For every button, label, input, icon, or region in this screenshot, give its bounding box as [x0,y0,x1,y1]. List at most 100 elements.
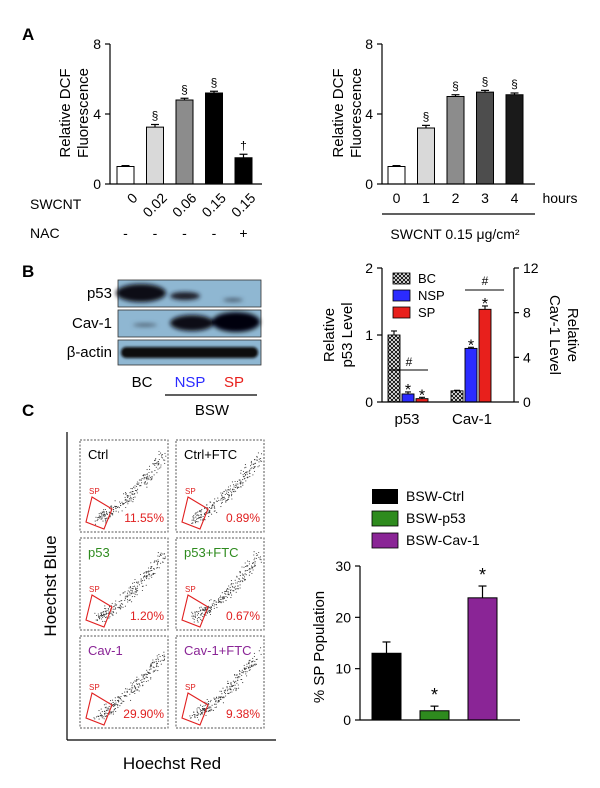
flow-dot [99,517,101,519]
flow-dot [252,566,254,568]
flow-dot [235,490,237,492]
flow-dot [231,498,233,500]
flow-dot [232,583,234,585]
flow-dot [115,506,118,508]
flow-dot [130,587,132,589]
flow-dot [234,486,237,488]
a1-ytick-label-4: 4 [93,106,101,122]
flow-dot [223,595,225,598]
flow-dot [227,688,229,690]
flow-dot [225,589,228,591]
flow-dot [136,689,138,691]
flow-dot [149,570,151,572]
flow-dot [225,501,227,503]
flow-dot [230,490,232,492]
flow-dot [115,710,117,713]
flow-dot [250,468,252,470]
flow-dot [198,707,201,709]
flow-dot [115,510,117,512]
flow-dot [150,567,152,569]
flow-dot [219,601,221,603]
flow-plot-title-5: Cav-1+FTC [184,643,252,658]
flow-dot [163,553,165,555]
flow-dot [115,507,117,509]
flow-dot [150,668,152,670]
flow-dot [248,574,250,576]
flow-dot [203,705,205,707]
flow-dot [128,688,130,691]
a1-bar-2 [175,99,194,185]
flow-dot [220,698,222,700]
flow-dot [247,476,249,478]
flow-dot [113,709,115,711]
flow-dot [215,699,217,701]
flow-dot [194,612,196,614]
flow-dot [115,600,117,602]
flow-dot [147,575,149,577]
b-mark-p53-2: * [419,387,425,404]
a2-xlabel-3: 3 [481,190,489,206]
flow-dot [200,713,202,715]
flow-dot [221,501,223,503]
flow-dot [191,611,193,613]
flow-dot [163,658,166,660]
flow-dot [134,585,136,587]
flow-dot [126,691,128,694]
flow-dot [158,454,160,456]
flow-dot [240,480,242,482]
flow-dot [202,515,204,518]
flow-dot [104,614,106,616]
flow-dot [113,703,115,705]
flow-dot [242,581,244,583]
flow-dot [201,713,203,715]
flow-dot [157,657,159,659]
flow-dot [105,520,107,522]
flow-dot [133,685,135,687]
flow-dot [163,651,165,653]
flow-dot [240,481,242,483]
flow-dot [114,603,116,605]
flow-dot [141,582,143,584]
flow-dot [225,593,227,595]
flow-dot [134,692,136,695]
flow-dot [104,519,106,521]
flow-dot [204,708,206,710]
flow-dot [232,680,234,682]
flow-dot [123,493,125,495]
flow-dot [148,570,150,572]
flow-cytometry: Hoechst Blue Hoechst Red SP Ctrl 11.55% SP C… [41,432,276,773]
b-sig-mark-p53: # [406,355,413,369]
b-bar-cav1-0 [450,390,464,403]
flow-dot [239,670,241,672]
flow-dot [141,482,143,484]
flow-dot [252,467,254,470]
b-left-tick-label-0: 0 [365,394,373,410]
c-legend-swatch-ctrl [372,489,398,504]
flow-dot [130,593,132,595]
flow-dot [222,696,224,698]
flow-dot [138,479,140,481]
flow-dot [245,480,247,482]
flow-dot [126,501,128,503]
flow-dot [200,618,202,620]
flow-dot [146,479,148,481]
flow-dot [132,582,134,584]
flow-dot [103,514,105,516]
flow-dot [96,619,98,621]
flow-dot [240,486,242,488]
flow-dots-4 [93,651,166,720]
flow-dot [98,513,100,515]
flow-dot [157,555,159,557]
flow-dot [141,478,143,480]
flow-dot [139,484,141,487]
flow-dot [147,671,149,673]
flow-plot-title-0: Ctrl [88,447,108,462]
flow-dot [203,609,205,612]
flow-dot [244,578,246,581]
flow-dot [140,579,142,581]
flow-dot [222,702,224,704]
flow-dot [258,458,260,460]
flow-dot [114,505,116,507]
flow-dot [254,462,257,464]
flow-dot [207,512,209,514]
